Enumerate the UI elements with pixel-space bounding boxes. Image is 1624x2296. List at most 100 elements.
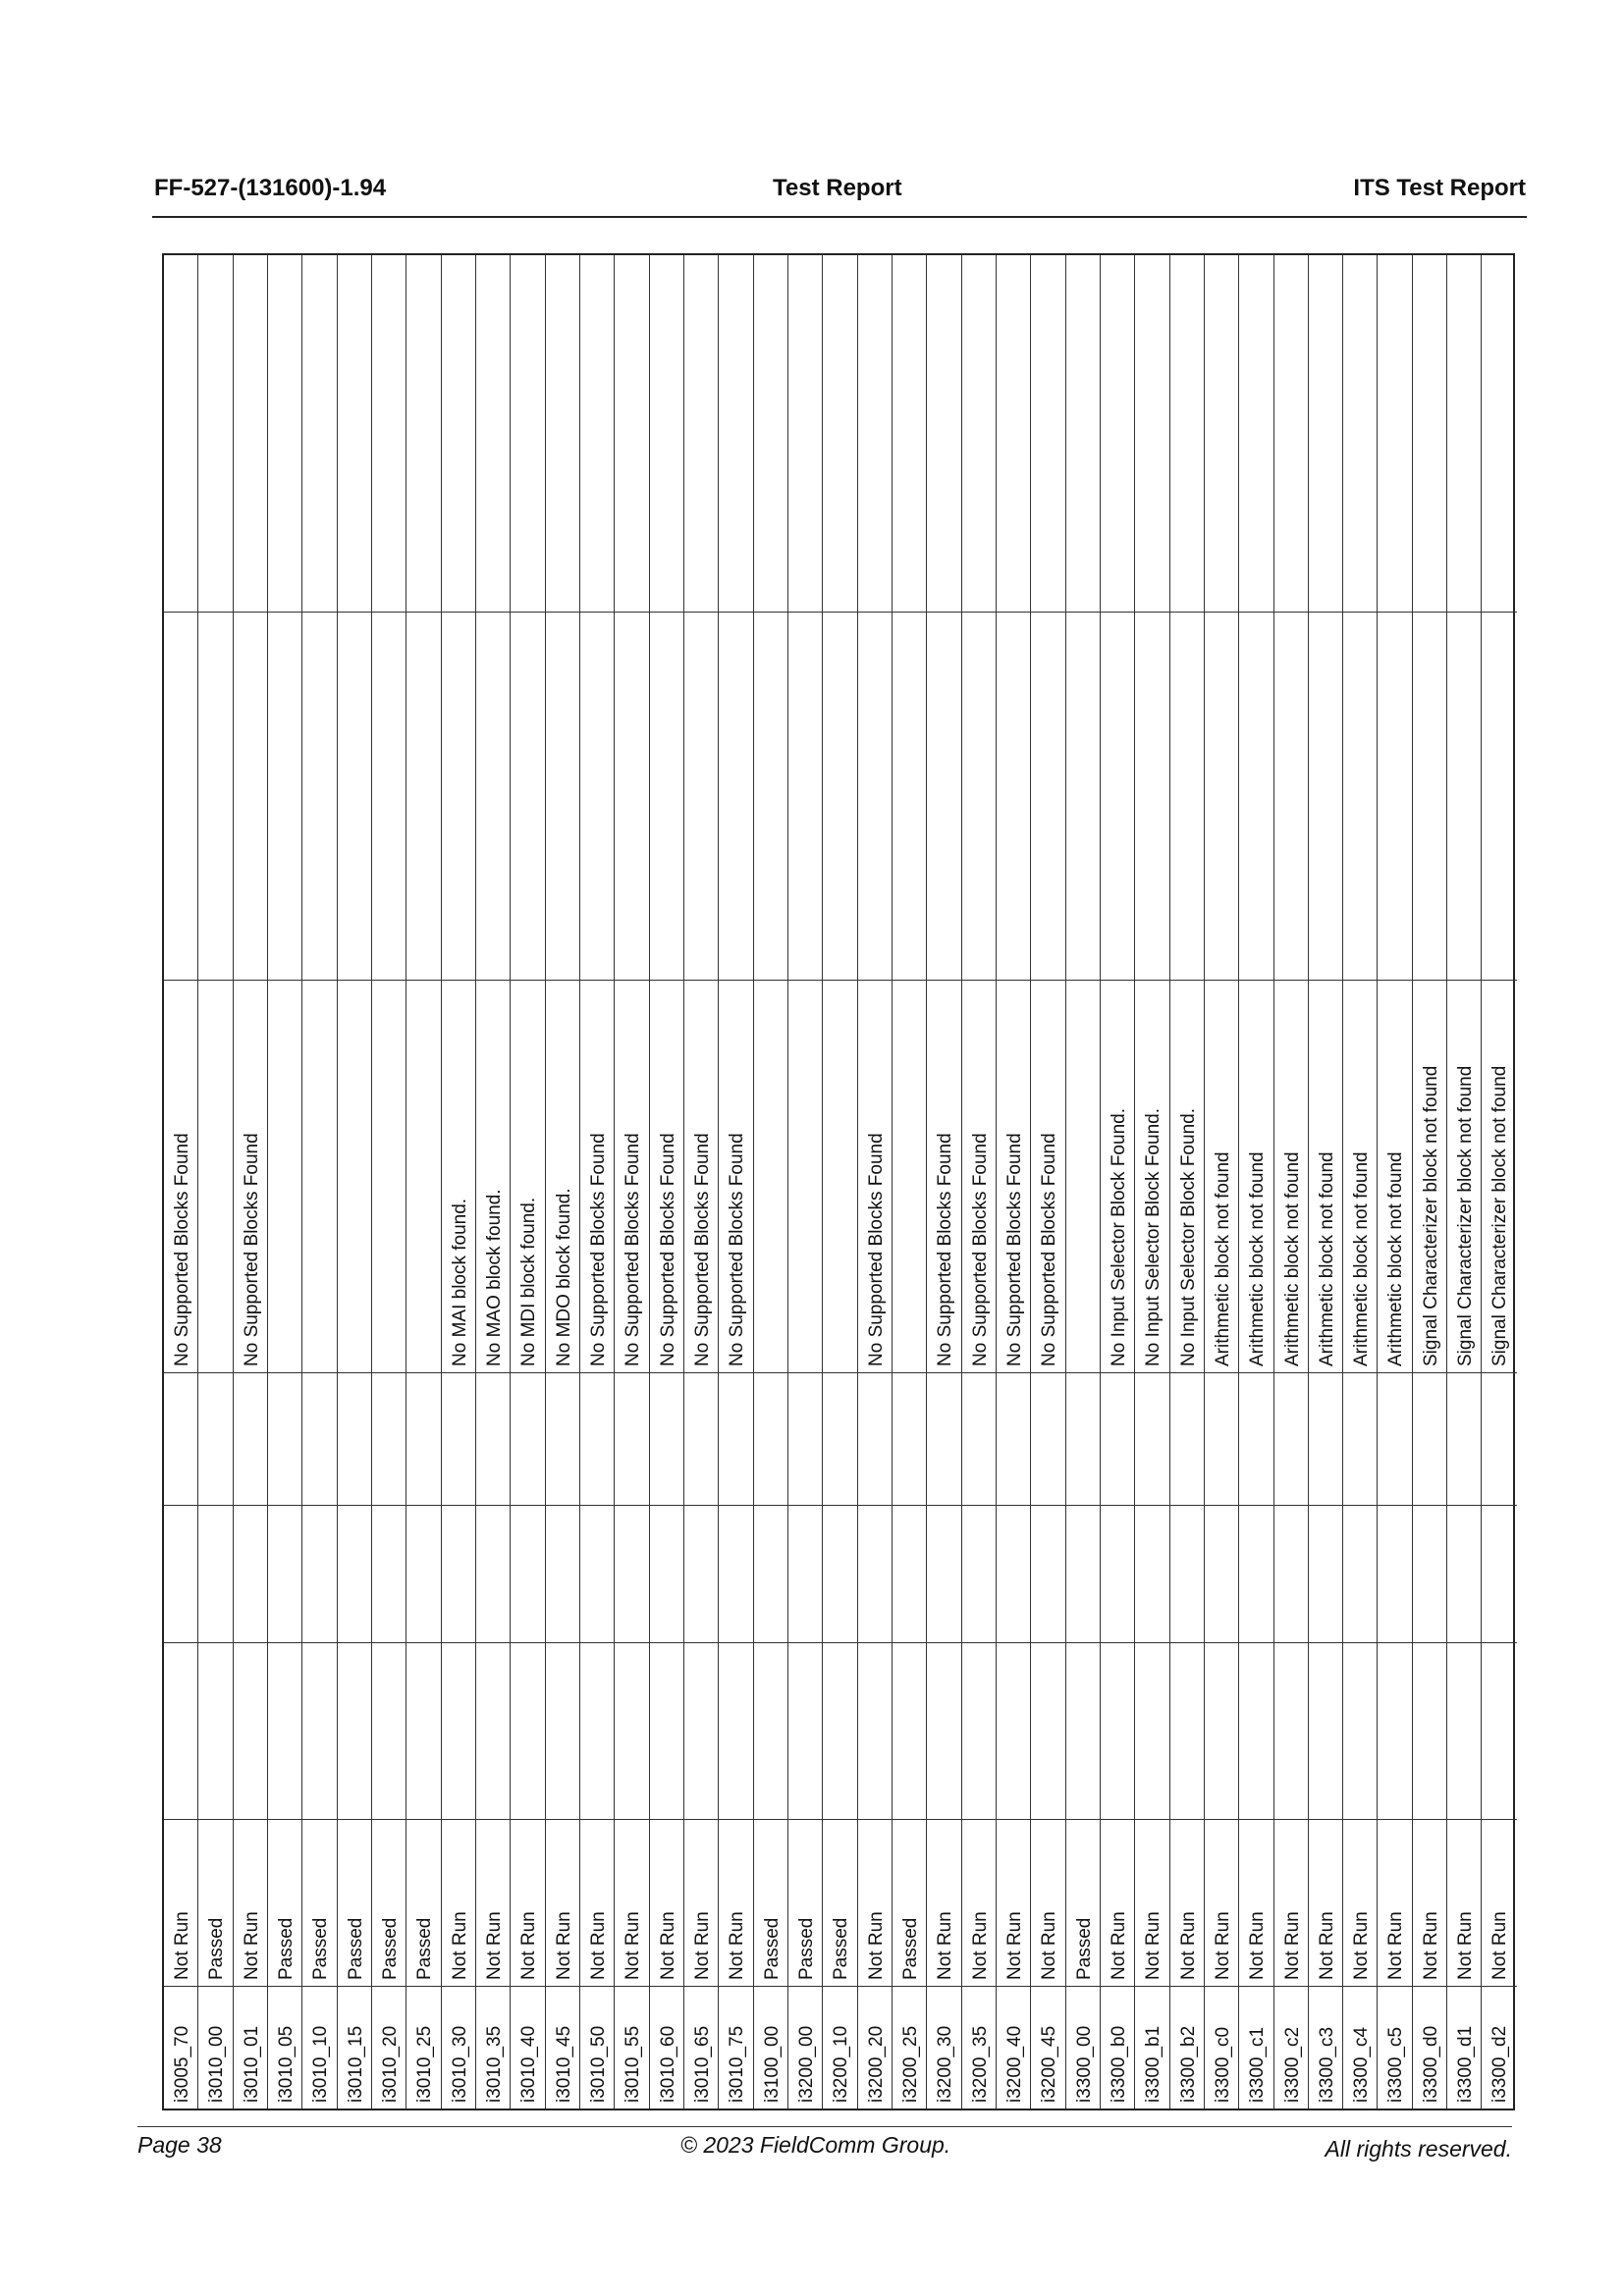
empty-cell (1273, 1642, 1308, 1819)
test-id-cell: i3300_b0 (1100, 1986, 1135, 2109)
empty-cell (337, 1372, 371, 1505)
empty-cell (1378, 1642, 1412, 1819)
result-cell: Not Run (1343, 1819, 1378, 1986)
result-cell: Passed (198, 1819, 233, 1986)
empty-cell (1343, 1505, 1378, 1642)
header-title: Test Report (773, 175, 902, 201)
empty-cell (858, 255, 892, 612)
empty-cell (892, 612, 927, 980)
empty-cell (267, 612, 302, 980)
empty-cell (1066, 255, 1100, 612)
comment-cell: No Supported Blocks Found (961, 980, 996, 1372)
comment-cell: No Supported Blocks Found (857, 980, 892, 1372)
empty-cell (927, 255, 960, 612)
empty-cell (1101, 255, 1134, 612)
result-cell: Not Run (857, 1819, 892, 1986)
result-cell: Not Run (1204, 1819, 1239, 1986)
test-id-cell: i3010_35 (475, 1986, 511, 2109)
result-cell: Not Run (1378, 1819, 1412, 1986)
empty-cell (787, 1642, 823, 1819)
empty-cell (545, 1642, 579, 1819)
empty-cell (1135, 612, 1169, 980)
test-id-cell: i3100_00 (753, 1986, 787, 2109)
test-id-cell: i3010_10 (302, 1986, 337, 2109)
result-cell: Passed (753, 1819, 787, 1986)
empty-cell (545, 1505, 579, 1642)
result-cell: Not Run (1239, 1819, 1273, 1986)
empty-cell (475, 1505, 511, 1642)
empty-cell (788, 255, 822, 612)
result-cell: Not Run (1308, 1819, 1343, 1986)
comment-cell: No Supported Blocks Found (233, 980, 267, 1372)
empty-cell (1170, 255, 1204, 612)
table-row: i3010_45 Not Run No MDO block found. (545, 255, 580, 2109)
test-id-cell: i3200_25 (892, 1986, 927, 2109)
result-cell: Passed (823, 1819, 857, 1986)
comment-cell: No MDI block found. (511, 980, 545, 1372)
result-cell: Not Run (233, 1819, 267, 1986)
empty-cell (337, 1642, 371, 1819)
empty-cell (787, 612, 823, 980)
empty-cell (1100, 1372, 1135, 1505)
empty-cell (996, 1642, 1031, 1819)
test-id-cell: i3200_40 (996, 1986, 1031, 2109)
empty-cell (1308, 1505, 1343, 1642)
table-row: i3300_d2 Not Run Signal Characterizer bloc… (1482, 255, 1517, 2109)
empty-cell (198, 1372, 233, 1505)
empty-cell (1239, 1505, 1273, 1642)
result-cell: Not Run (615, 1819, 649, 1986)
footer-divider (137, 2126, 1512, 2127)
test-id-cell: i3300_c3 (1308, 1986, 1343, 2109)
empty-cell (302, 1505, 337, 1642)
comment-cell (892, 980, 927, 1372)
table-row: i3300_d1 Not Run Signal Characterizer bloc… (1447, 255, 1483, 2109)
empty-cell (1205, 255, 1238, 612)
comment-cell: Arithmetic block not found (1239, 980, 1273, 1372)
empty-cell (371, 1642, 406, 1819)
empty-cell (475, 1642, 511, 1819)
empty-cell (857, 1372, 892, 1505)
empty-cell (615, 612, 649, 980)
result-cell: Passed (337, 1819, 371, 1986)
empty-cell (927, 1642, 961, 1819)
empty-cell (823, 1642, 857, 1819)
empty-cell (234, 255, 267, 612)
footer-copyright: © 2023 FieldComm Group. (680, 2132, 951, 2158)
empty-cell (684, 255, 718, 612)
result-cell: Not Run (164, 1819, 198, 1986)
table-row: i3300_b1 Not Run No Input Selector Block F… (1135, 255, 1170, 2109)
test-id-cell: i3200_20 (857, 1986, 892, 2109)
result-cell: Not Run (579, 1819, 615, 1986)
empty-cell (1378, 612, 1412, 980)
empty-cell (996, 1505, 1031, 1642)
empty-cell (1169, 612, 1204, 980)
empty-cell (1239, 1372, 1273, 1505)
empty-cell (927, 612, 961, 980)
result-cell: Passed (1065, 1819, 1100, 1986)
footer-rights: All rights reserved. (1325, 2136, 1512, 2162)
empty-cell (1031, 1505, 1065, 1642)
empty-cell (1169, 1372, 1204, 1505)
empty-cell (961, 1372, 996, 1505)
table-row: i3300_c2 Not Run Arithmetic block not foun… (1273, 255, 1309, 2109)
table-row: i3010_50 Not Run No Supported Blocks Found (579, 255, 616, 2109)
empty-cell (1135, 255, 1168, 612)
empty-cell (719, 1642, 753, 1819)
empty-cell (198, 1505, 233, 1642)
empty-cell (406, 1642, 441, 1819)
empty-cell (1308, 1372, 1343, 1505)
table-row: i3200_25 Passed (892, 255, 928, 2109)
table-row: i3300_c4 Not Run Arithmetic block not foun… (1343, 255, 1379, 2109)
comment-cell: Arithmetic block not found (1378, 980, 1412, 1372)
result-cell: Not Run (1482, 1819, 1517, 1986)
table-row: i3010_55 Not Run No Supported Blocks Found (615, 255, 650, 2109)
empty-cell (233, 1505, 267, 1642)
test-id-cell: i3300_c5 (1378, 1986, 1412, 2109)
result-cell: Not Run (719, 1819, 753, 1986)
empty-cell (233, 1372, 267, 1505)
comment-cell: No Supported Blocks Found (927, 980, 961, 1372)
empty-cell (683, 1372, 719, 1505)
empty-cell (406, 255, 440, 612)
test-id-cell: i3010_01 (233, 1986, 267, 2109)
empty-cell (1204, 1642, 1239, 1819)
